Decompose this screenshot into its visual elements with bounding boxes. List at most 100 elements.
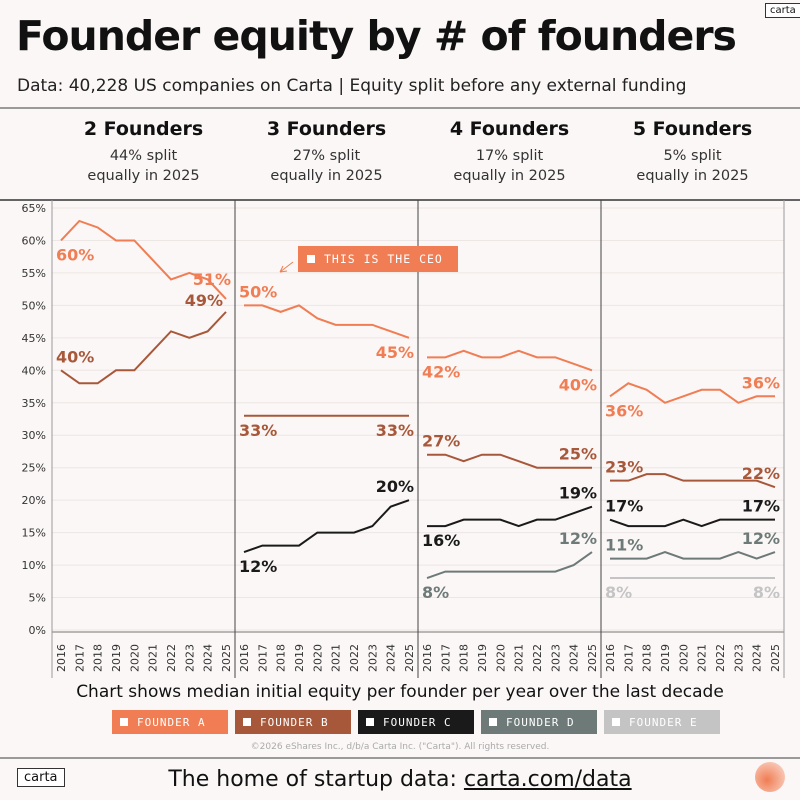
divider [0,107,800,109]
x-tick-label: 2024 [751,644,764,672]
start-value-label: 27% [422,432,460,451]
series-line-founder-a [609,382,775,404]
x-tick-label: 2016 [604,644,617,672]
panel-title: 3 Founders [266,118,387,140]
x-tick-label: 2016 [238,644,251,672]
series-line-founder-a [244,304,410,339]
panel-header-3-founders: 3 Founders 27% split equally in 2025 [235,118,418,186]
y-tick-label: 45% [22,332,46,345]
series-line-founder-d [610,551,776,560]
carta-logo: carta [765,3,800,18]
end-value-label: 12% [742,529,780,548]
panel-title: 4 Founders [449,118,570,140]
x-tick-label: 2018 [92,644,105,672]
start-value-label: 8% [605,583,632,602]
carta-data-link[interactable]: carta.com/data [463,767,632,792]
panel-subtitle: 5% split equally in 2025 [636,148,749,184]
legend-founder-b: FOUNDER B [235,710,351,734]
x-tick-label: 2019 [659,644,672,672]
legend-label: FOUNDER A [137,715,206,729]
square-icon [243,718,251,726]
end-value-label: 49% [185,291,223,310]
panel-header-5-founders: 5 Founders 5% split equally in 2025 [601,118,784,186]
legend-label: FOUNDER B [260,715,329,729]
start-value-label: 42% [422,362,460,381]
square-icon [307,255,315,263]
x-tick-label: 2023 [732,644,745,672]
start-value-label: 12% [239,557,277,576]
legend-label: FOUNDER C [383,715,452,729]
end-value-label: 8% [753,583,780,602]
start-value-label: 50% [239,282,277,301]
panel-header-2-founders: 2 Founders 44% split equally in 2025 [52,118,235,186]
start-value-label: 16% [422,531,460,550]
series-line-founder-a [427,349,593,372]
start-value-label: 17% [605,497,643,516]
x-tick-label: 2025 [220,644,233,672]
square-icon [612,718,620,726]
x-tick-label: 2021 [696,644,709,672]
end-value-label: 45% [376,343,414,362]
series-line-founder-b [427,453,592,469]
x-tick-label: 2020 [311,644,324,672]
carta-badge-icon [755,762,785,792]
end-value-label: 17% [742,497,780,516]
y-tick-label: 50% [22,299,46,312]
y-tick-label: 65% [22,202,46,215]
x-tick-label: 2019 [476,644,489,672]
copyright: ©2026 eShares Inc., d/b/a Carta Inc. ("C… [250,742,550,752]
x-tick-label: 2019 [110,644,123,672]
x-tick-label: 2023 [549,644,562,672]
ceo-annotation: THIS IS THE CEO [298,246,458,272]
x-tick-label: 2024 [568,644,581,672]
x-tick-label: 2025 [586,644,599,672]
x-tick-label: 2021 [147,644,160,672]
end-value-label: 22% [742,464,780,483]
panel-subtitle: 27% split equally in 2025 [270,148,383,184]
divider [0,757,800,759]
page-subtitle: Data: 40,228 US companies on Carta | Equ… [17,76,687,96]
x-tick-label: 2019 [293,644,306,672]
start-value-label: 36% [605,401,643,420]
series-line-founder-c [609,518,775,528]
x-tick-label: 2023 [366,644,379,672]
x-tick-label: 2024 [385,644,398,672]
square-icon [120,718,128,726]
panel-header-4-founders: 4 Founders 17% split equally in 2025 [418,118,601,186]
series-line-founder-d [426,551,593,580]
legend: FOUNDER A FOUNDER B FOUNDER C FOUNDER D … [112,710,720,734]
x-tick-label: 2018 [641,644,654,672]
y-tick-label: 35% [22,397,46,410]
panel-title: 2 Founders [83,118,204,140]
end-value-label: 33% [376,421,414,440]
chart-caption: Chart shows median initial equity per fo… [76,682,724,702]
start-value-label: 40% [56,347,94,366]
end-value-label: 40% [559,375,597,394]
legend-founder-a: FOUNDER A [112,710,228,734]
square-icon [366,718,374,726]
x-tick-label: 2022 [714,644,727,672]
x-tick-label: 2022 [348,644,361,672]
x-tick-label: 2024 [202,644,215,672]
start-value-label: 11% [605,536,643,555]
x-tick-label: 2021 [513,644,526,672]
legend-label: FOUNDER D [506,715,575,729]
x-tick-label: 2017 [73,644,86,672]
y-tick-label: 40% [22,364,46,377]
y-tick-label: 20% [22,494,46,507]
annotation-arrow [279,261,294,273]
x-tick-label: 2022 [531,644,544,672]
end-value-label: 25% [559,445,597,464]
start-value-label: 60% [56,245,94,264]
x-tick-label: 2018 [275,644,288,672]
x-tick-label: 2025 [403,644,416,672]
panel-title: 5 Founders [632,118,753,140]
start-value-label: 33% [239,421,277,440]
x-tick-label: 2023 [183,644,196,672]
series-line-founder-c [243,499,410,554]
legend-label: FOUNDER E [629,715,698,729]
y-tick-label: 30% [22,429,46,442]
page-title: Founder equity by # of founders [16,12,737,60]
